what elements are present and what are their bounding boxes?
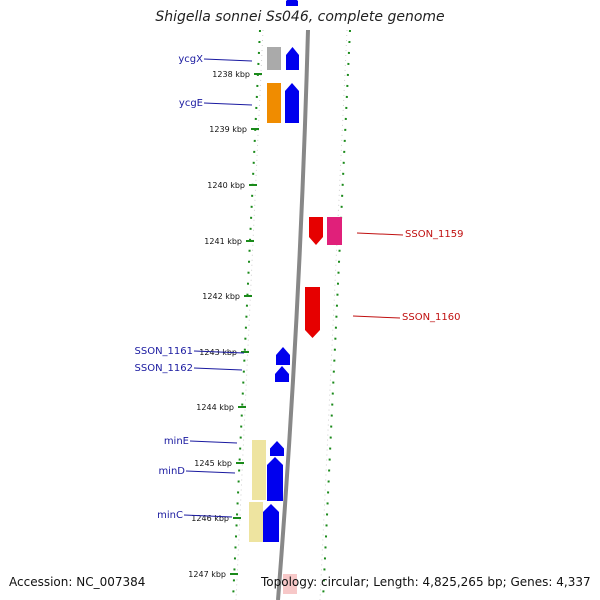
kbp-tick-label: 1245 kbp bbox=[194, 459, 232, 468]
gene-arrow-SSON_1162[interactable] bbox=[275, 366, 289, 382]
gene-box-min-upper[interactable] bbox=[252, 440, 266, 500]
gene-label-leader bbox=[189, 440, 238, 444]
gene-arrow-ycgE[interactable] bbox=[285, 83, 299, 123]
gene-box-ycgX[interactable] bbox=[267, 47, 281, 70]
gene-arrow-top[interactable] bbox=[286, 0, 298, 6]
outer-ring-right bbox=[319, 29, 348, 600]
gene-label-leader bbox=[185, 470, 236, 474]
gene-box-min-lower[interactable] bbox=[249, 502, 263, 542]
gene-label-leader bbox=[193, 350, 245, 354]
inner-ring-right bbox=[322, 29, 351, 600]
kbp-tick-label: 1239 kbp bbox=[209, 125, 247, 134]
gene-label-left[interactable]: SSON_1162 bbox=[135, 363, 194, 374]
gene-label-left[interactable]: minE bbox=[164, 436, 189, 447]
gene-arrow-SSON_1161[interactable] bbox=[276, 347, 290, 365]
gene-arrow-minC[interactable] bbox=[263, 504, 279, 542]
kbp-tick-label: 1241 kbp bbox=[204, 237, 242, 246]
gene-box-ycgE[interactable] bbox=[267, 83, 281, 123]
map-title: Shigella sonnei Ss046, complete genome bbox=[155, 9, 445, 25]
gene-arrow-SSON_1159-a[interactable] bbox=[309, 217, 323, 245]
kbp-tick-label: 1244 kbp bbox=[196, 403, 234, 412]
genome-summary-text: Topology: circular; Length: 4,825,265 bp… bbox=[261, 575, 591, 589]
gene-label-left[interactable]: SSON_1161 bbox=[135, 346, 194, 357]
kbp-tick-label: 1247 kbp bbox=[188, 570, 226, 579]
genome-backbone bbox=[276, 29, 310, 600]
gene-label-right[interactable]: SSON_1159 bbox=[405, 229, 464, 240]
gene-label-leader bbox=[203, 58, 253, 62]
kbp-tick-label: 1240 kbp bbox=[207, 181, 245, 190]
gene-label-leader bbox=[352, 315, 401, 319]
gene-label-leader bbox=[356, 232, 404, 236]
gene-label-leader bbox=[183, 514, 233, 518]
gene-label-left[interactable]: ycgE bbox=[179, 98, 203, 109]
kbp-tick-label: 1243 kbp bbox=[199, 348, 237, 357]
gene-label-right[interactable]: SSON_1160 bbox=[402, 312, 461, 323]
gene-label-left[interactable]: ycgX bbox=[178, 54, 203, 65]
kbp-tick-label: 1246 kbp bbox=[191, 514, 229, 523]
kbp-tick-label: 1242 kbp bbox=[202, 292, 240, 301]
gene-label-left[interactable]: minD bbox=[158, 466, 185, 477]
gene-box-SSON_1159-b[interactable] bbox=[327, 217, 342, 245]
gene-arrow-ycgX[interactable] bbox=[286, 47, 299, 70]
gene-box-bottom[interactable] bbox=[283, 574, 297, 594]
gene-arrow-SSON_1160[interactable] bbox=[305, 287, 320, 338]
accession-text: Accession: NC_007384 bbox=[9, 575, 146, 589]
outer-ring-left bbox=[235, 29, 264, 600]
gene-label-leader bbox=[203, 102, 253, 106]
kbp-tick-label: 1238 kbp bbox=[212, 70, 250, 79]
gene-arrow-minE[interactable] bbox=[270, 441, 284, 456]
gene-label-left[interactable]: minC bbox=[157, 510, 183, 521]
gene-label-leader bbox=[193, 367, 243, 371]
gene-arrow-minD[interactable] bbox=[267, 457, 283, 501]
